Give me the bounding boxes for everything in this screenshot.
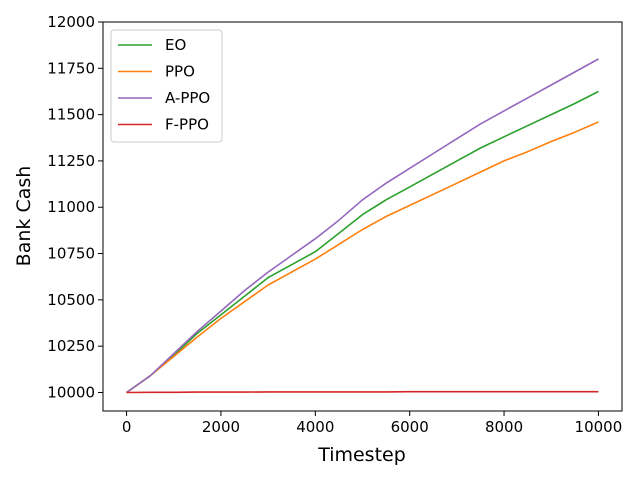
y-tick-label: 10250 xyxy=(47,337,95,355)
x-tick-label: 6000 xyxy=(391,418,429,436)
x-tick-label: 4000 xyxy=(296,418,334,436)
x-axis: 0 2000 4000 6000 8000 10000 xyxy=(122,411,622,436)
plot-frame xyxy=(102,21,623,412)
legend-box xyxy=(110,29,223,143)
series-line-eo xyxy=(126,90,599,394)
x-tick-label: 2000 xyxy=(202,418,240,436)
y-tick-label: 10750 xyxy=(47,245,95,263)
y-tick-label: 12000 xyxy=(47,13,95,31)
y-tick-label: 10500 xyxy=(47,291,95,309)
series-line-ppo xyxy=(126,121,599,394)
series-layer xyxy=(126,58,599,394)
y-tick-label: 11250 xyxy=(47,152,95,170)
x-tick-label: 8000 xyxy=(485,418,523,436)
legend-label-a-ppo: A-PPO xyxy=(165,89,210,107)
y-tick-label: 11750 xyxy=(47,59,95,77)
y-axis: 10000 10250 10500 10750 11000 11250 11500 11750… xyxy=(47,13,103,401)
y-tick-label: 10000 xyxy=(47,383,95,401)
y-tick-label: 11000 xyxy=(47,198,95,216)
legend-label-ppo: PPO xyxy=(165,63,195,81)
x-tick-label: 10000 xyxy=(575,418,623,436)
series-line-f-ppo xyxy=(126,390,599,394)
y-tick-label: 11500 xyxy=(47,106,95,124)
x-tick-label: 0 xyxy=(122,418,132,436)
x-axis-label: Timestep xyxy=(317,444,406,466)
y-axis-label: Bank Cash xyxy=(13,166,35,267)
legend-label-f-ppo: F-PPO xyxy=(165,116,209,134)
legend: EO PPO A-PPO F-PPO xyxy=(110,29,223,143)
legend-label-eo: EO xyxy=(165,36,186,54)
series-line-a-ppo xyxy=(126,58,599,394)
